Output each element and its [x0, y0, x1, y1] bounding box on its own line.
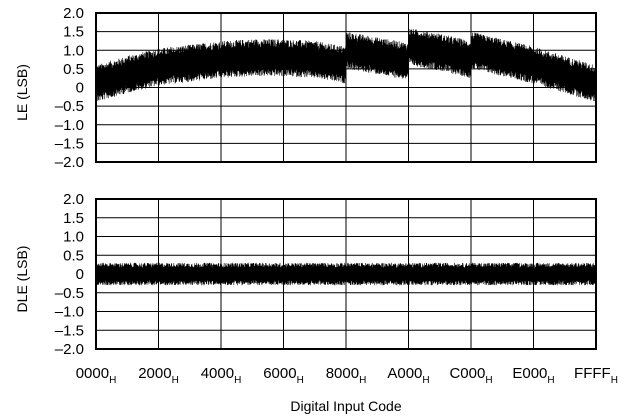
dle-panel: 2.0 1.5 1.00.5 0 –0.5 –1.0–1.5 –2.0 DLE (LSB) [14, 191, 597, 358]
x-tick-label: 8000H [326, 365, 367, 386]
x-axis-title: Digital Input Code [290, 398, 402, 414]
dle-trace [95, 262, 597, 286]
le-y-tick-label: 1.0 [63, 42, 84, 59]
le-grid [96, 13, 596, 162]
le-trace [95, 28, 597, 103]
le-y-tick-label: –2.0 [55, 154, 84, 171]
x-tick-label: 6000H [263, 365, 304, 386]
x-tick-label: 2000H [138, 365, 179, 386]
le-panel: 2.0 1.51.0 0.5 0–0.5 –1.0–1.5 –2.0 LE (LSB) [14, 5, 597, 171]
le-series-line [95, 28, 597, 103]
le-y-axis-title: LE (LSB) [14, 64, 30, 121]
le-y-tick-label: 1.5 [63, 24, 84, 41]
le-y-tick-label: 0 [76, 80, 84, 97]
le-plot-frame [95, 12, 597, 163]
le-y-tick-label: –0.5 [55, 98, 84, 115]
dle-series-line [95, 262, 597, 286]
x-tick-label: A000H [387, 365, 429, 386]
dle-y-ticks: 2.0 1.5 1.00.5 0 –0.5 –1.0–1.5 –2.0 [55, 191, 84, 358]
le-y-tick-label: 0.5 [63, 61, 84, 78]
dle-y-tick-label: –2.0 [55, 341, 84, 358]
dle-y-tick-label: 1.5 [63, 210, 84, 227]
le-y-tick-label: 2.0 [63, 5, 84, 22]
dle-y-axis-title: DLE (LSB) [14, 246, 30, 313]
le-y-tick-label: –1.0 [55, 117, 84, 134]
dle-y-tick-label: –1.5 [55, 322, 84, 339]
dle-y-tick-label: 2.0 [63, 191, 84, 208]
dle-y-tick-label: 1.0 [63, 229, 84, 246]
le-y-tick-label: –1.5 [55, 135, 84, 152]
x-tick-label: E000H [512, 365, 554, 386]
le-y-ticks: 2.0 1.51.0 0.5 0–0.5 –1.0–1.5 –2.0 [55, 5, 84, 171]
x-tick-label: 4000H [201, 365, 242, 386]
dle-plot-frame [95, 198, 597, 350]
dle-y-tick-label: –1.0 [55, 304, 84, 321]
x-tick-label: C000H [449, 365, 492, 386]
dle-y-tick-label: 0.5 [63, 247, 84, 264]
dle-y-tick-label: 0 [76, 266, 84, 283]
dle-y-tick-label: –0.5 [55, 285, 84, 302]
x-tick-labels: 0000H 2000H 4000H 6000H 8000H A000H C000H E000H… [76, 365, 618, 386]
x-tick-label: FFFFH [574, 365, 618, 386]
x-tick-label: 0000H [76, 365, 117, 386]
